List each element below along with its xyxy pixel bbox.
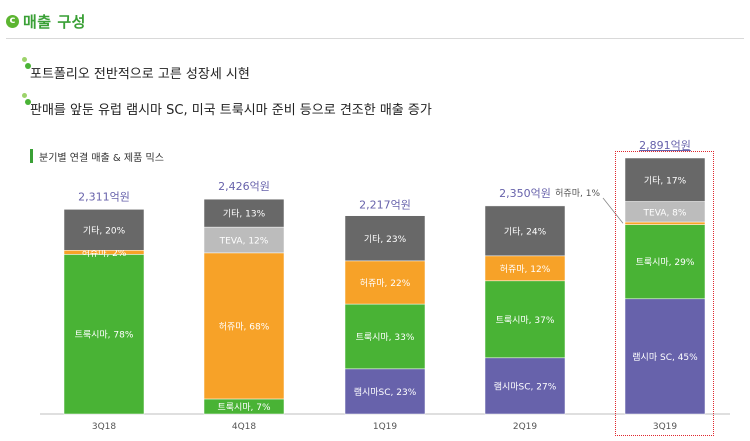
total-label: 2,426억원 bbox=[218, 180, 270, 193]
category-label: 1Q19 bbox=[373, 422, 398, 432]
segment-callout-label: 허쥬마, 1% bbox=[555, 188, 600, 199]
segment-label: 트룩시마, 78% bbox=[75, 330, 134, 341]
total-label: 2,311억원 bbox=[78, 190, 130, 203]
bar-segment-other bbox=[484, 205, 566, 257]
segment-label: 기타, 24% bbox=[504, 226, 547, 237]
bar-segment-other bbox=[63, 209, 145, 251]
logo-icon: c bbox=[6, 14, 19, 28]
bar-segment-truxima bbox=[344, 303, 426, 370]
segment-label: 램시마 SC, 45% bbox=[632, 351, 698, 363]
category-label: 3Q18 bbox=[92, 422, 117, 432]
segment-label: 허쥬마, 68% bbox=[219, 321, 270, 332]
segment-label: 허쥬마, 22% bbox=[360, 278, 411, 289]
bar-segment-other bbox=[624, 157, 706, 202]
category-label: 3Q19 bbox=[653, 422, 678, 432]
bullet-dots-icon bbox=[22, 57, 32, 73]
bar-segment-teva bbox=[203, 226, 285, 254]
callout-line bbox=[602, 197, 624, 224]
bullet-item: 판매를 앞둔 유럽 램시마 SC, 미국 트룩시마 준비 등으로 견조한 매출 … bbox=[22, 93, 432, 118]
bullet-text: 판매를 앞둔 유럽 램시마 SC, 미국 트룩시마 준비 등으로 견조한 매출 … bbox=[30, 103, 432, 118]
segment-label: 기타, 20% bbox=[83, 225, 126, 236]
segment-label: 트룩시마, 7% bbox=[217, 402, 271, 413]
segment-label: 기타, 13% bbox=[223, 209, 266, 220]
bar-segment-herzuma bbox=[203, 252, 285, 400]
segment-label: 기타, 23% bbox=[364, 234, 407, 245]
total-label: 2,217억원 bbox=[359, 199, 411, 212]
bullet-dots-icon bbox=[22, 93, 32, 109]
highlight-box bbox=[615, 151, 714, 436]
bar-segment-truxima bbox=[624, 224, 706, 300]
bullet-text: 포트폴리오 전반적으로 고른 성장세 시현 bbox=[30, 67, 250, 82]
segment-label: 허쥬마, 2% bbox=[82, 248, 127, 259]
bar-segment-remsima bbox=[484, 357, 566, 415]
category-label: 2Q19 bbox=[513, 422, 538, 432]
segment-label: 허쥬마, 12% bbox=[500, 264, 551, 275]
bar-segment-truxima bbox=[484, 280, 566, 359]
total-label: 2,350억원 bbox=[499, 187, 551, 200]
segment-label: TEVA, 8% bbox=[643, 208, 687, 218]
bar-segment-other bbox=[344, 215, 426, 262]
subheader-accent-bar bbox=[30, 149, 33, 163]
category-label: 4Q18 bbox=[232, 422, 257, 432]
bar-segment-remsima bbox=[624, 298, 706, 415]
title-divider bbox=[6, 38, 744, 39]
bar-segment-truxima bbox=[63, 254, 145, 415]
segment-label: 트룩시마, 33% bbox=[356, 332, 415, 343]
chart-subtitle: 분기별 연결 매출 & 제품 믹스 bbox=[39, 152, 164, 164]
segment-label: 트룩시마, 29% bbox=[636, 257, 695, 268]
bar-segment-herzuma bbox=[484, 255, 566, 282]
segment-label: 기타, 17% bbox=[644, 175, 687, 186]
segment-label: 램시마SC, 23% bbox=[354, 386, 417, 398]
bar-segment-other bbox=[203, 198, 285, 228]
segment-label: TEVA, 12% bbox=[219, 236, 269, 246]
total-label: 2,891억원 bbox=[639, 139, 691, 152]
page-title: 매출 구성 bbox=[23, 12, 86, 31]
bar-segment-herzuma bbox=[344, 260, 426, 305]
page-header: c 매출 구성 bbox=[6, 9, 86, 33]
bullet-item: 포트폴리오 전반적으로 고른 성장세 시현 bbox=[22, 57, 250, 82]
segment-label: 트룩시마, 37% bbox=[496, 315, 555, 326]
segment-label: 램시마SC, 27% bbox=[494, 380, 557, 392]
chart-subheader: 분기별 연결 매출 & 제품 믹스 bbox=[30, 149, 164, 164]
